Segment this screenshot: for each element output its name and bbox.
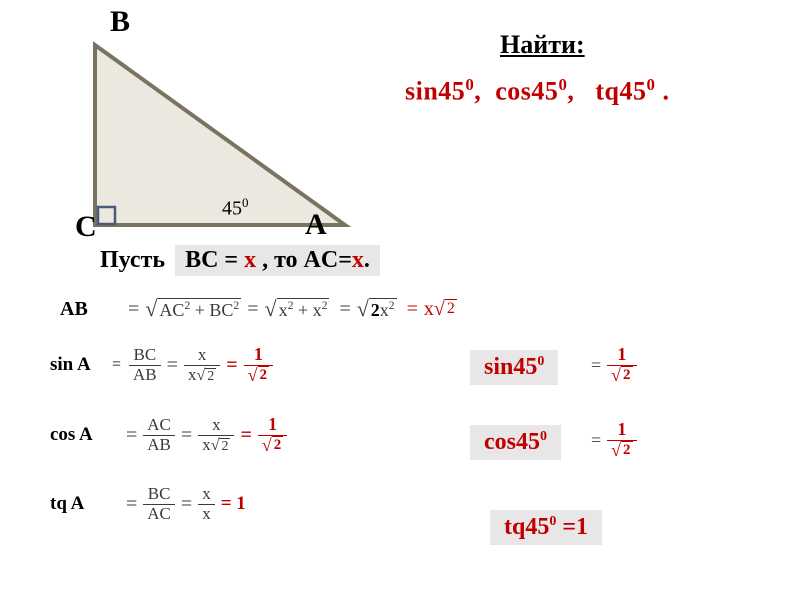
sin-row: sin A = BCAB = x x√2 = 1 √2	[50, 345, 273, 386]
given-box: BC = x , то AC=x.	[175, 245, 380, 276]
result-cos: cos450	[470, 425, 561, 460]
sin-frac2: x x√2	[184, 346, 220, 384]
sin-label: sin A	[50, 354, 110, 376]
ab-final: x√2	[424, 298, 457, 321]
tq-label: tq A	[50, 493, 120, 515]
sin-frac1: BCAB	[129, 346, 161, 384]
find-list: sin450, cos450, tq450 .	[405, 75, 669, 107]
result-sin: sin450	[470, 350, 558, 385]
cos-row: cos A = ACAB = x x√2 = 1 √2	[50, 415, 287, 456]
ab-sqrt3: √2x2	[357, 298, 397, 321]
ab-row: AB = √AC2 + BC2 = √x2 + x2 = √2x2 = x√2	[60, 298, 457, 321]
ab-label: AB	[60, 298, 122, 321]
result-sin-rhs: = 1 √2	[585, 345, 637, 386]
cos-frac2: x x√2	[198, 416, 234, 454]
vertex-a: A	[305, 208, 327, 242]
triangle-shape	[95, 45, 345, 225]
angle-45: 450	[222, 195, 249, 221]
result-cos-rhs: = 1 √2	[585, 420, 637, 461]
cos-label: cos A	[50, 424, 120, 446]
sin-frac3: 1 √2	[244, 345, 273, 386]
triangle-diagram	[0, 0, 400, 260]
ab-sqrt2: √x2 + x2	[265, 298, 330, 321]
tq-frac2: xx	[198, 485, 215, 523]
find-title: Найти:	[500, 30, 585, 60]
cos-frac3: 1 √2	[258, 415, 287, 456]
tq-final: = 1	[215, 493, 246, 515]
ab-sqrt1: √AC2 + BC2	[145, 298, 241, 321]
vertex-c: C	[75, 210, 97, 244]
result-tq: tq450 =1	[490, 510, 602, 545]
given-line: Пусть BC = x , то AC=x.	[100, 245, 380, 276]
tq-row: tq A = BCAC = xx = 1	[50, 485, 246, 523]
cos-frac1: ACAB	[143, 416, 175, 454]
tq-frac1: BCAC	[143, 485, 175, 523]
vertex-b: B	[110, 5, 130, 39]
